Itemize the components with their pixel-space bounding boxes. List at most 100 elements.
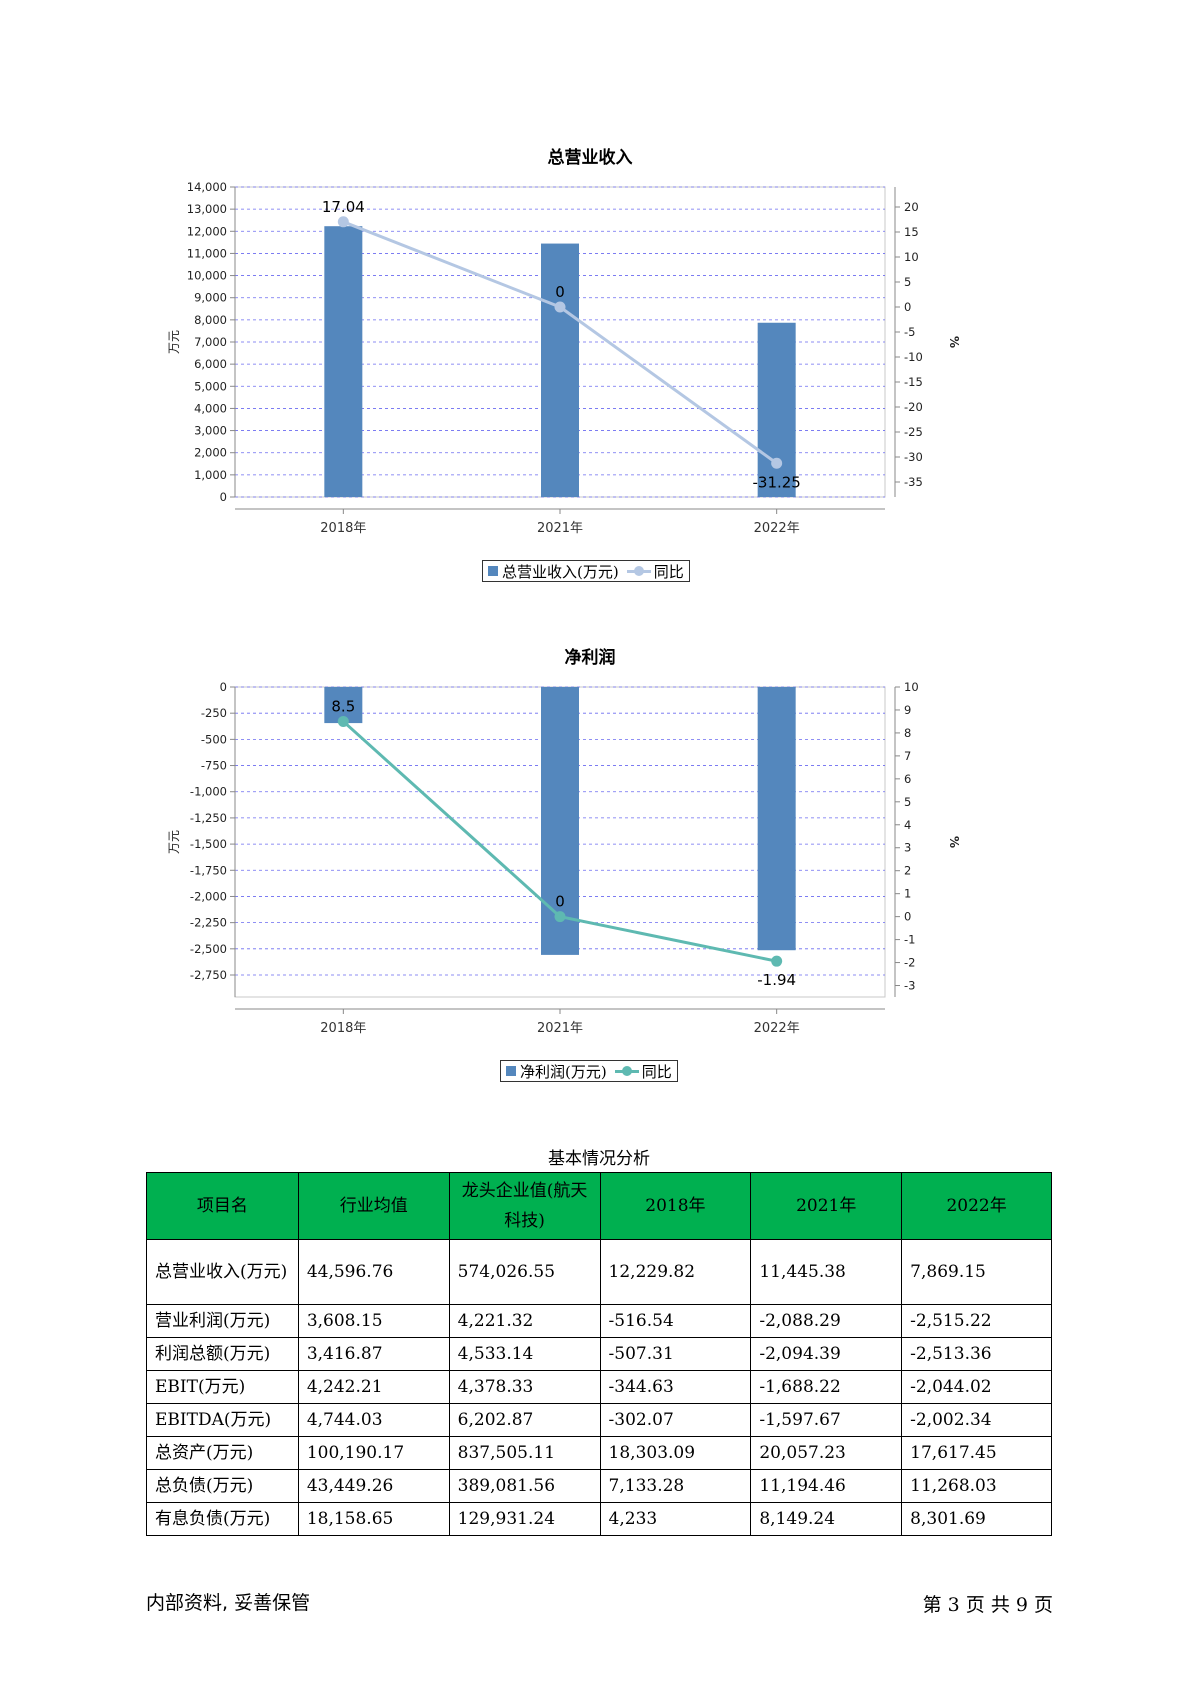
y2-tick-label: -1 — [904, 933, 915, 947]
chart-title: 总营业收入 — [547, 148, 633, 168]
y2-axis-label: % — [947, 836, 961, 848]
table-header-row: 项目名 行业均值 龙头企业值(航天科技) 2018年 2021年 2022年 — [146, 1172, 1052, 1240]
value-cell: 8,149.24 — [750, 1502, 903, 1536]
net-profit-chart: 净利润 0 -250 -500 -750 -1,000 -1,250 -1,500 -1,75… — [150, 640, 1030, 1082]
row-label-cell: 营业利润(万元) — [146, 1304, 299, 1338]
value-cell: 7,869.15 — [901, 1239, 1052, 1305]
y2-tick-label: -20 — [904, 400, 923, 414]
table-row: 总资产(万元) 100,190.17 837,505.11 18,303.09 20,0… — [146, 1436, 1052, 1470]
x-tick-label: 2018年 — [320, 521, 366, 536]
legend-bar-label: 总营业收入(万元) — [502, 562, 619, 581]
yoy-data-label: 17.04 — [322, 198, 365, 216]
y-tick-label: -500 — [201, 732, 227, 746]
header-cell: 2018年 — [599, 1172, 752, 1240]
y-tick-label: -250 — [201, 706, 227, 720]
net-profit-chart-svg: 0-250-500-750-1,000-1,250-1,500-1,750-2,… — [167, 680, 961, 1036]
y2-tick-label: 5 — [904, 275, 911, 289]
header-cell: 龙头企业值(航天科技) — [448, 1172, 601, 1240]
bar — [541, 687, 579, 955]
value-cell: 12,229.82 — [599, 1239, 752, 1305]
legend-bar-label: 净利润(万元) — [520, 1062, 607, 1081]
value-cell: 44,596.76 — [297, 1239, 450, 1305]
y2-tick-label: 2 — [904, 864, 911, 878]
y2-tick-label: -30 — [904, 450, 923, 464]
yoy-point — [771, 955, 783, 967]
table-row: 营业利润(万元) 3,608.15 4,221.32 -516.54 -2,088.29… — [146, 1304, 1052, 1338]
value-cell: 4,221.32 — [448, 1304, 601, 1338]
y-tick-label: 9,000 — [194, 291, 227, 305]
y2-axis-label: % — [947, 336, 961, 348]
table-row: 利润总额(万元) 3,416.87 4,533.14 -507.31 -2,094.39… — [146, 1337, 1052, 1371]
yoy-data-label: 8.5 — [331, 697, 355, 715]
bar — [757, 322, 796, 497]
y2-tick-label: 10 — [904, 250, 919, 264]
revenue-chart-svg: 0 1,000 2,000 3,000 4,000 5,000 6,000 7,000 8,00… — [167, 180, 961, 536]
y-tick-label: 7,000 — [194, 335, 227, 349]
y-tick-label: 10,000 — [187, 269, 227, 283]
yoy-point — [337, 715, 349, 727]
x-tick-label: 2021年 — [537, 1021, 583, 1036]
y2-tick-label: 15 — [904, 225, 919, 239]
table-row: 总营业收入(万元) 44,596.76 574,026.55 12,229.82 11,… — [146, 1239, 1052, 1305]
value-cell: 4,233 — [599, 1502, 752, 1536]
header-cell: 2022年 — [901, 1172, 1052, 1240]
value-cell: 3,608.15 — [297, 1304, 450, 1338]
y-tick-label: -2,750 — [190, 968, 227, 982]
row-label-cell: 总负债(万元) — [146, 1469, 299, 1503]
value-cell: 18,303.09 — [599, 1436, 752, 1470]
y-tick-label: -1,500 — [190, 837, 227, 851]
y-tick-label: -1,000 — [190, 785, 227, 799]
row-label-cell: 利润总额(万元) — [146, 1337, 299, 1371]
yoy-data-label: 0 — [555, 283, 565, 301]
header-cell: 项目名 — [146, 1172, 299, 1240]
x-tick-label: 2022年 — [754, 1021, 800, 1036]
header-cell: 行业均值 — [297, 1172, 450, 1240]
y2-tick-label: -2 — [904, 956, 915, 970]
x-tick-label: 2022年 — [754, 521, 800, 536]
y2-tick-label: -10 — [904, 350, 923, 364]
y2-tick-label: 10 — [904, 680, 919, 694]
y-tick-label: 11,000 — [187, 246, 227, 260]
chart-title: 净利润 — [564, 648, 616, 668]
y2-tick-label: -15 — [904, 375, 923, 389]
legend-bar-swatch — [488, 566, 498, 576]
table-row: EBIT(万元) 4,242.21 4,378.33 -344.63 -1,688.22… — [146, 1370, 1052, 1404]
y2-tick-label: 4 — [904, 818, 911, 832]
value-cell: 11,194.46 — [750, 1469, 903, 1503]
y2-tick-label: -3 — [904, 979, 915, 993]
table-row: 有息负债(万元) 18,158.65 129,931.24 4,233 8,149.24… — [146, 1502, 1052, 1536]
value-cell: 100,190.17 — [297, 1436, 450, 1470]
row-label-cell: 总营业收入(万元) — [146, 1239, 299, 1305]
value-cell: 8,301.69 — [901, 1502, 1052, 1536]
y-tick-label: 3,000 — [194, 424, 227, 438]
table-title: 基本情况分析 — [548, 1149, 650, 1169]
yoy-point — [554, 911, 566, 923]
basic-analysis-table: 项目名 行业均值 龙头企业值(航天科技) 2018年 2021年 2022年 总… — [146, 1172, 1052, 1536]
value-cell: 389,081.56 — [448, 1469, 601, 1503]
y-tick-label: 2,000 — [194, 446, 227, 460]
y2-tick-label: 1 — [904, 887, 911, 901]
value-cell: 4,378.33 — [448, 1370, 601, 1404]
y-axis-label: 万元 — [167, 830, 181, 854]
value-cell: -2,094.39 — [750, 1337, 903, 1371]
revenue-chart: 总营业收入 0 1,000 2,000 3,000 4,000 5,000 6,000 7,0… — [150, 140, 1030, 582]
y-tick-label: 0 — [220, 680, 227, 694]
value-cell: -1,688.22 — [750, 1370, 903, 1404]
value-cell: 4,242.21 — [297, 1370, 450, 1404]
y-tick-label: -1,750 — [190, 863, 227, 877]
y-tick-label: 0 — [220, 490, 227, 504]
y-tick-label: 13,000 — [187, 202, 227, 216]
table-row: 总负债(万元) 43,449.26 389,081.56 7,133.28 11,194… — [146, 1469, 1052, 1503]
row-label-cell: EBIT(万元) — [146, 1370, 299, 1404]
yoy-data-label: 0 — [555, 893, 565, 911]
value-cell: -1,597.67 — [750, 1403, 903, 1437]
value-cell: -2,513.36 — [901, 1337, 1052, 1371]
y2-tick-label: 20 — [904, 200, 919, 214]
footer-confidential-note: 内部资料, 妥善保管 — [146, 1592, 311, 1614]
yoy-point — [337, 216, 349, 228]
yoy-point — [771, 457, 783, 469]
y-tick-label: 12,000 — [187, 224, 227, 238]
value-cell: 4,744.03 — [297, 1403, 450, 1437]
y2-tick-label: -25 — [904, 425, 923, 439]
y-tick-label: 14,000 — [187, 180, 227, 194]
